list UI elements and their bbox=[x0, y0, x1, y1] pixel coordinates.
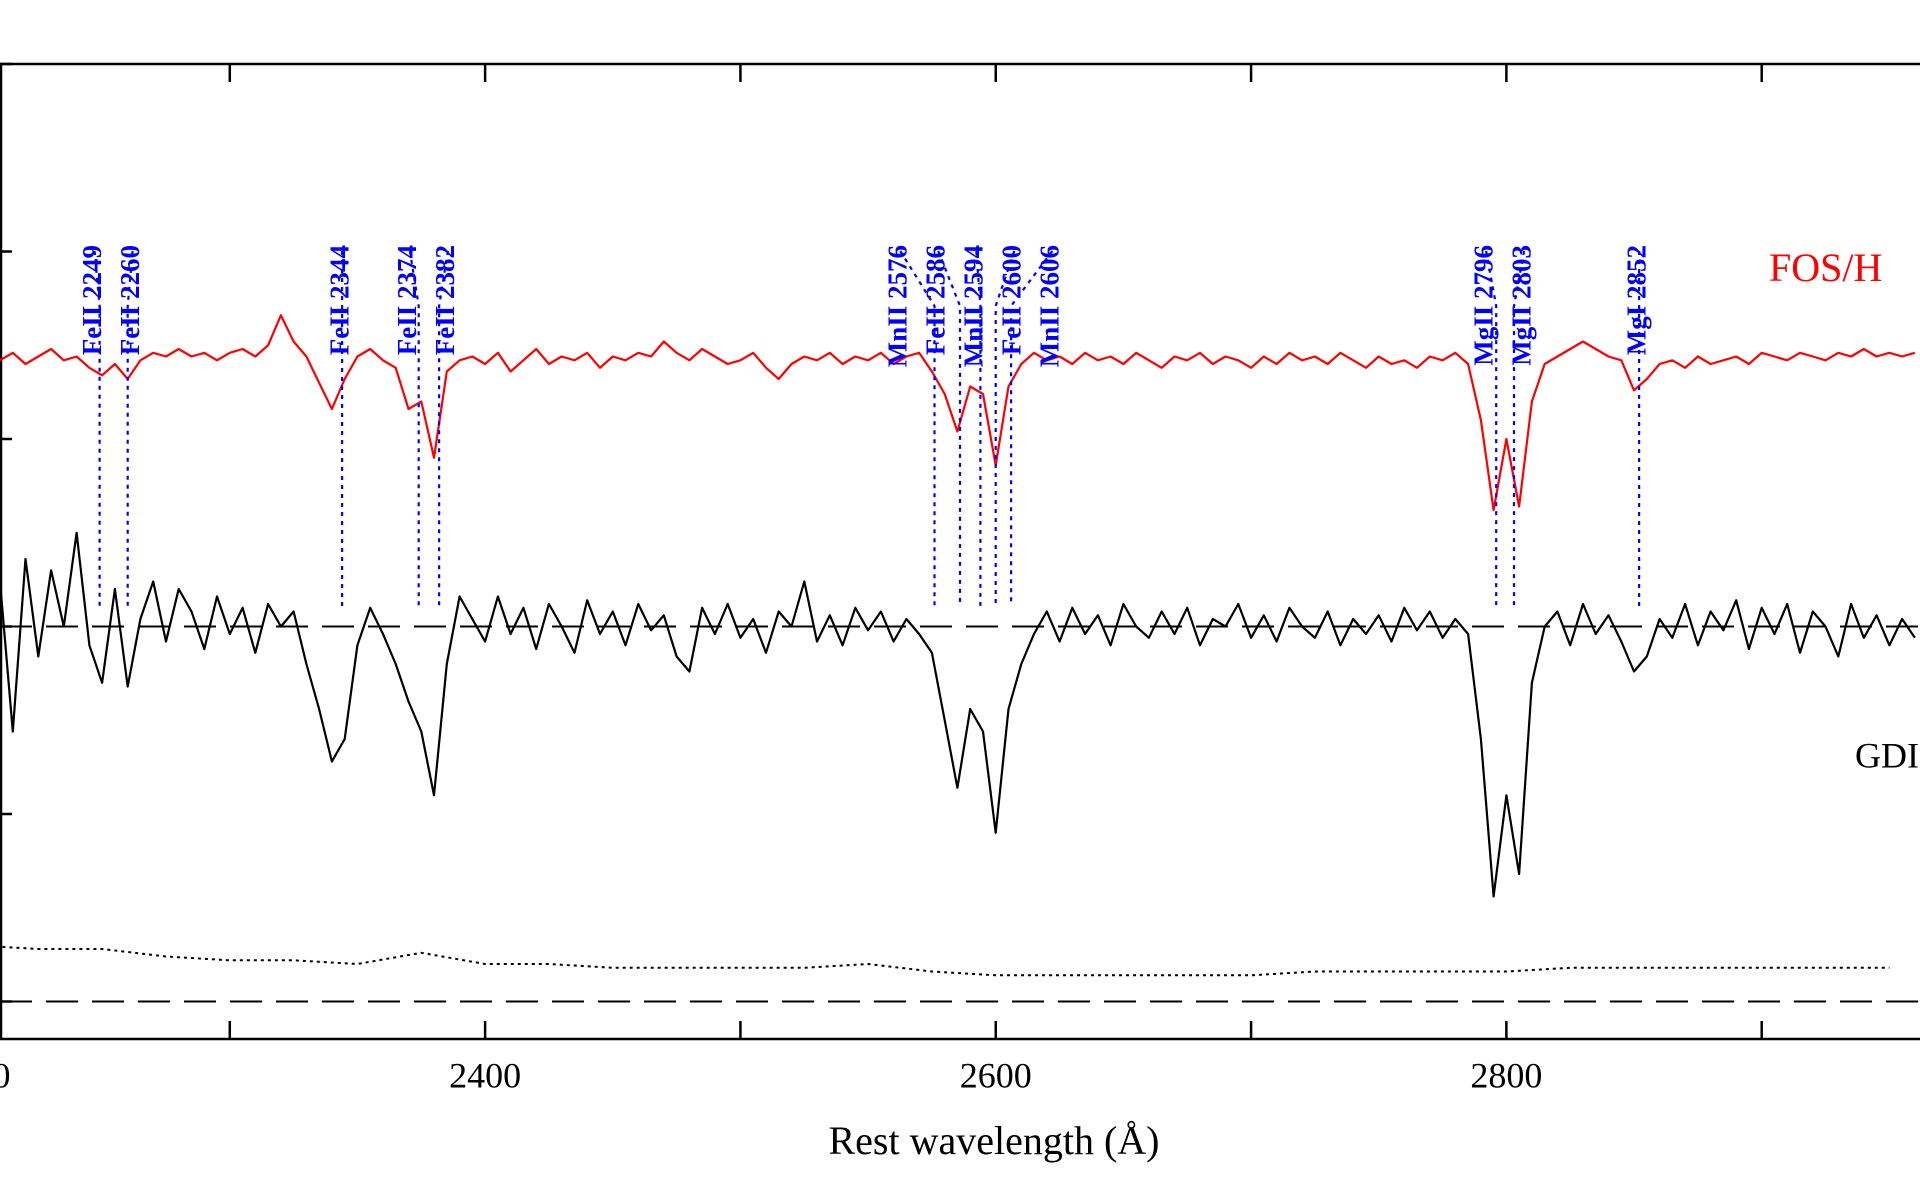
x-tick-label: 2600 bbox=[960, 1055, 1032, 1095]
line-marker bbox=[899, 250, 936, 606]
x-tick-label: 2400 bbox=[449, 1055, 521, 1095]
line-marker bbox=[126, 250, 134, 606]
line-label: FeII 2344 bbox=[324, 245, 354, 355]
spectrum-line bbox=[0, 314, 1916, 512]
line-label: MgI 2852 bbox=[1621, 245, 1651, 355]
line-label: MgII 2803 bbox=[1506, 245, 1536, 366]
series-label: FOS/H bbox=[1769, 245, 1882, 290]
line-marker bbox=[975, 250, 982, 606]
line-marker bbox=[937, 250, 962, 606]
x-tick-label: 00 bbox=[0, 1055, 10, 1095]
line-label: FeII 2249 bbox=[77, 245, 107, 355]
spectrum-line bbox=[0, 531, 1916, 898]
line-marker bbox=[438, 250, 449, 606]
line-label: MgII 2796 bbox=[1468, 245, 1498, 366]
line-marker bbox=[1485, 250, 1498, 606]
series-label: GDI bbox=[1855, 735, 1919, 775]
line-marker bbox=[994, 250, 1016, 606]
x-tick-label: 2800 bbox=[1470, 1055, 1542, 1095]
line-marker bbox=[408, 250, 420, 606]
line-marker bbox=[93, 250, 101, 606]
line-label: MnII 2576 bbox=[883, 245, 913, 367]
line-label: FeII 2586 bbox=[921, 245, 951, 355]
line-label: FeII 2374 bbox=[392, 245, 422, 355]
line-label: MnII 2606 bbox=[1035, 245, 1065, 367]
line-label: FeII 2260 bbox=[115, 245, 145, 355]
spectrum-line bbox=[0, 945, 1890, 977]
x-axis-label: Rest wavelength (Å) bbox=[828, 1118, 1159, 1163]
line-label: MnII 2594 bbox=[959, 245, 989, 367]
line-marker bbox=[1512, 250, 1526, 606]
